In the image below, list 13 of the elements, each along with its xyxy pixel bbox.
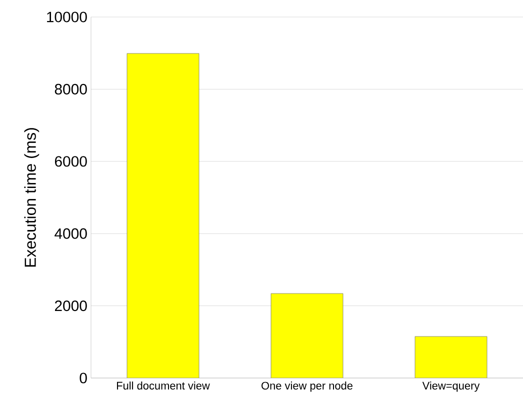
bar bbox=[270, 293, 344, 378]
y-tick-label: 0 bbox=[80, 372, 87, 384]
x-tick-label: Full document view bbox=[117, 382, 210, 390]
y-tick-label: 2000 bbox=[54, 300, 87, 312]
y-axis-title: Execution time (ms) bbox=[24, 128, 40, 267]
x-tick-label: View=query bbox=[422, 382, 480, 392]
bar bbox=[414, 336, 488, 378]
y-tick-label: 8000 bbox=[54, 84, 87, 94]
x-tick-label: One view per node bbox=[262, 382, 352, 392]
y-tick-label: 4000 bbox=[54, 228, 87, 239]
bar bbox=[126, 53, 200, 378]
y-tick-label: 6000 bbox=[55, 156, 87, 167]
y-tick-label: 10000 bbox=[47, 12, 87, 22]
